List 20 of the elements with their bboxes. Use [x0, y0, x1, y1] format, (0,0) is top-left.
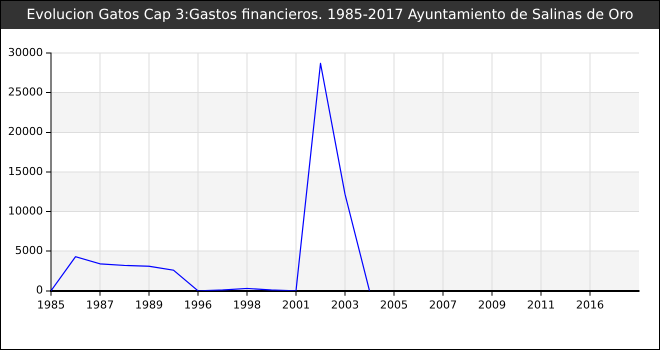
- y-tick-label: 15000: [8, 164, 43, 178]
- y-tick-label: 5000: [14, 244, 43, 258]
- y-tick-label: 30000: [8, 46, 43, 59]
- x-tick-label: 2005: [380, 298, 408, 312]
- chart-title: Evolucion Gatos Cap 3:Gastos financieros. 1985-2017 Ayuntamiento de Salinas de Oro: [1, 1, 659, 29]
- y-tick-label: 25000: [8, 85, 43, 98]
- y-tick-label: 10000: [8, 204, 43, 218]
- x-tick-label: 1998: [232, 298, 261, 312]
- x-tick-label: 2009: [478, 298, 506, 312]
- x-tick-label: 1987: [86, 298, 114, 312]
- x-tick-label: 1985: [36, 298, 65, 312]
- x-tick-label: 2016: [576, 298, 604, 312]
- x-tick-label: 1989: [134, 298, 163, 312]
- x-tick-label: 1996: [184, 298, 212, 312]
- x-tick-label: 2011: [527, 298, 555, 312]
- y-tick-label: 0: [36, 284, 43, 297]
- x-tick-label: 2003: [330, 298, 359, 312]
- x-tick-label: 2007: [429, 298, 457, 312]
- x-tick-label: 2001: [282, 298, 310, 312]
- y-tick-label: 20000: [8, 125, 43, 138]
